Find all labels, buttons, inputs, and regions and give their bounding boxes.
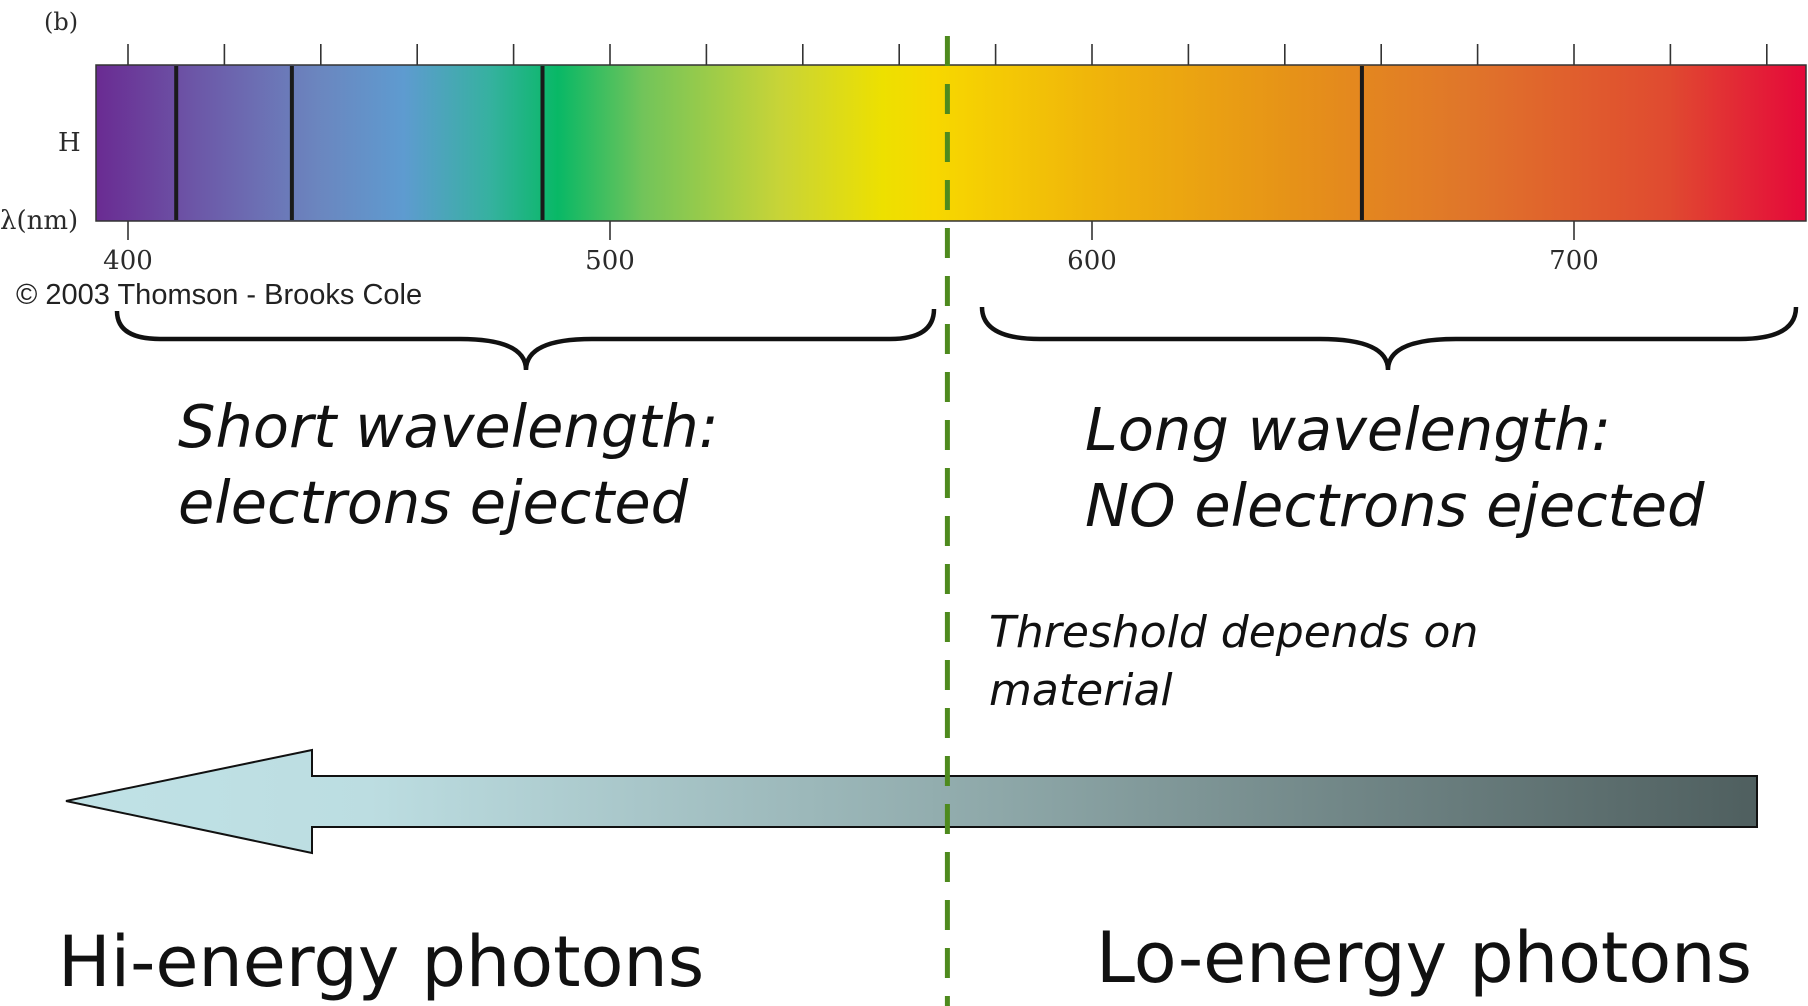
short-wavelength-brace: [114, 308, 937, 371]
long-wavelength-brace: [979, 306, 1799, 371]
hydrogen-lines: [174, 66, 1364, 220]
long-wavelength-line1: Long wavelength:: [1085, 395, 1612, 464]
lo-energy-label: Lo-energy photons: [1095, 917, 1752, 999]
tick-label-600: 600: [1067, 246, 1117, 276]
tick-label-700: 700: [1549, 246, 1599, 276]
spectrum-ticks: [127, 44, 1768, 240]
tick-label-500: 500: [585, 246, 635, 276]
long-wavelength-caption: Long wavelength: NO electrons ejected: [1085, 392, 1704, 544]
threshold-note-line2: material: [989, 665, 1173, 716]
long-wavelength-line2: NO electrons ejected: [1085, 471, 1705, 540]
panel-label: (b): [44, 8, 79, 36]
energy-arrow: [65, 748, 1758, 855]
short-wavelength-line1: Short wavelength:: [178, 392, 719, 461]
hi-energy-label: Hi-energy photons: [58, 921, 705, 1003]
short-wavelength-line2: electrons ejected: [178, 468, 689, 537]
wavelength-axis-label: λ(nm): [0, 206, 79, 236]
copyright-credit: © 2003 Thomson - Brooks Cole: [16, 279, 423, 311]
spectrum-bar: [95, 64, 1807, 222]
hydrogen-row-label: H: [58, 128, 81, 158]
short-wavelength-caption: Short wavelength: electrons ejected: [178, 389, 719, 541]
threshold-note: Threshold depends on material: [989, 604, 1478, 720]
tick-label-400: 400: [103, 246, 153, 276]
threshold-note-line1: Threshold depends on: [989, 607, 1479, 658]
